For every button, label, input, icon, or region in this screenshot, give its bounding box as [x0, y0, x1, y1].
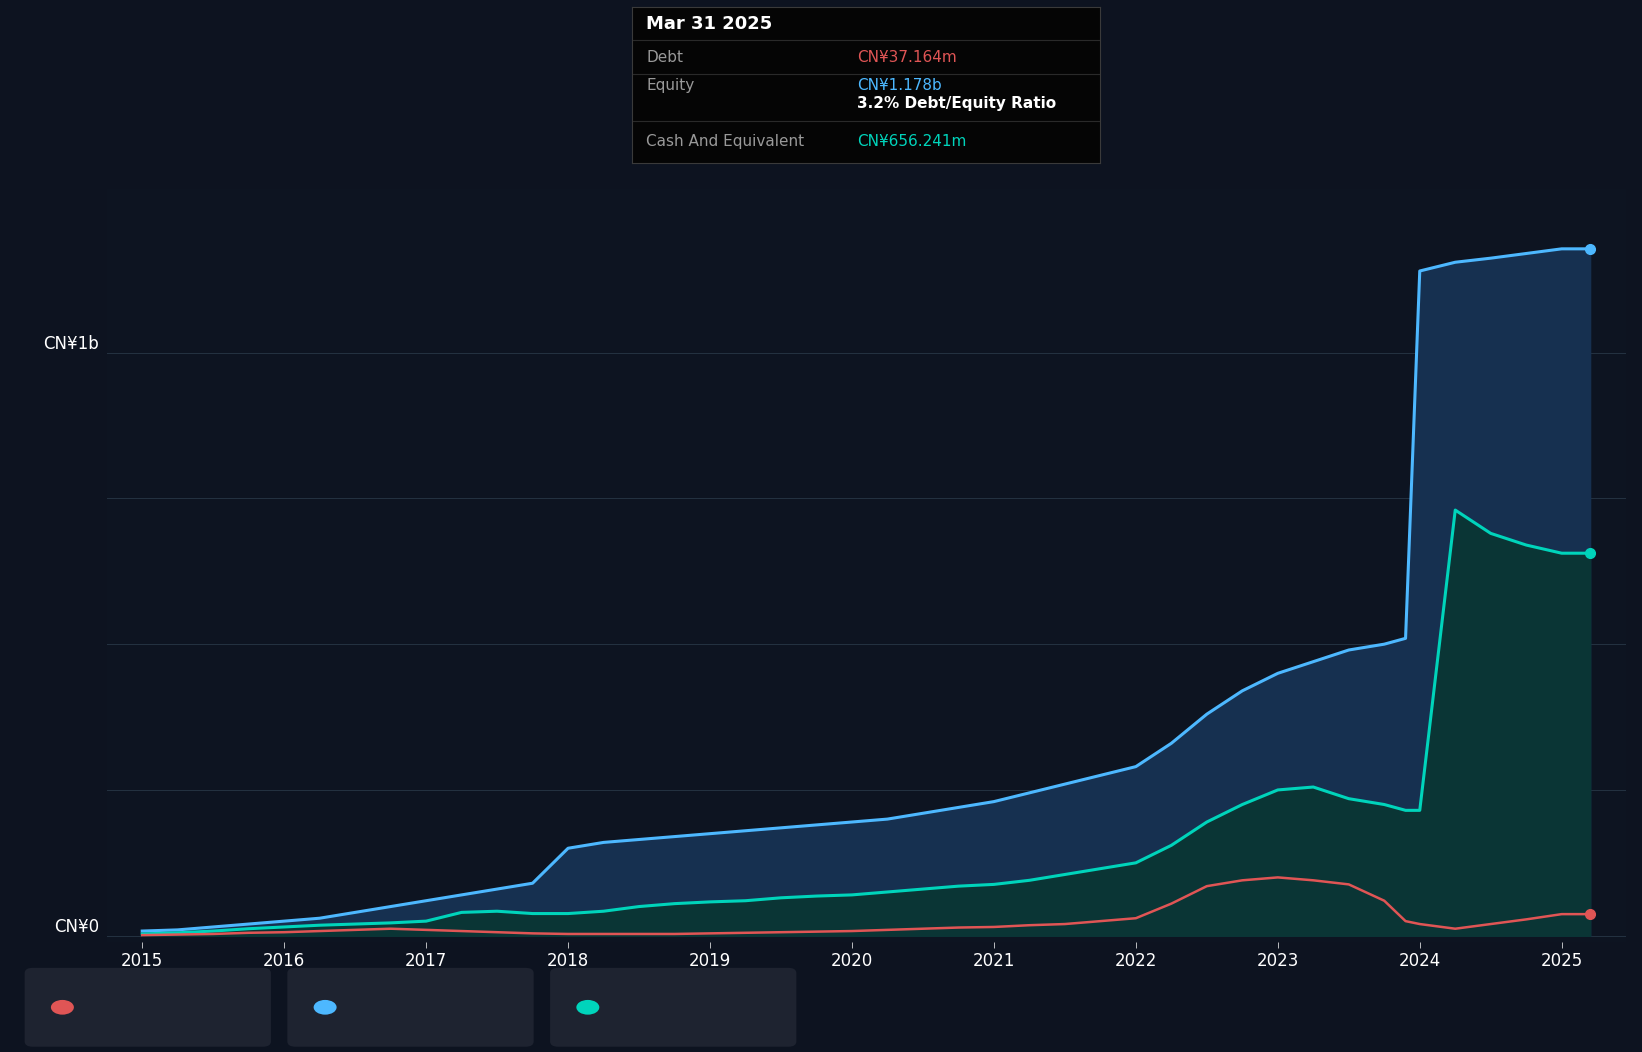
Text: CN¥1b: CN¥1b	[43, 335, 99, 352]
Text: CN¥0: CN¥0	[54, 917, 99, 935]
Text: CN¥37.164m: CN¥37.164m	[857, 49, 957, 64]
Text: Debt: Debt	[647, 49, 683, 64]
Text: Mar 31 2025: Mar 31 2025	[647, 16, 772, 34]
Text: Equity: Equity	[647, 78, 695, 93]
Text: CN¥1.178b: CN¥1.178b	[857, 78, 941, 93]
Text: CN¥656.241m: CN¥656.241m	[857, 134, 965, 148]
Text: 3.2% Debt/Equity Ratio: 3.2% Debt/Equity Ratio	[857, 97, 1056, 112]
Text: Cash And Equivalent: Cash And Equivalent	[616, 999, 791, 1015]
Text: Equity: Equity	[353, 999, 407, 1015]
Text: Cash And Equivalent: Cash And Equivalent	[647, 134, 805, 148]
Text: Debt: Debt	[90, 999, 131, 1015]
